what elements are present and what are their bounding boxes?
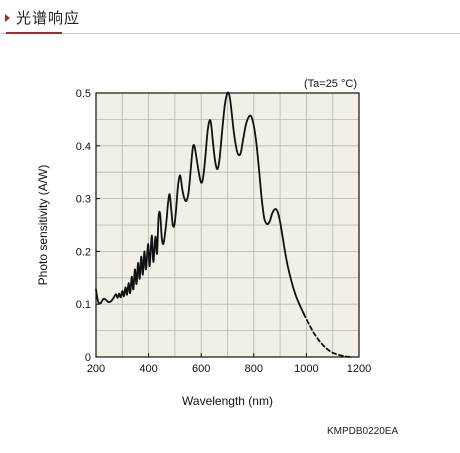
- header-accent-bar: [6, 32, 62, 34]
- y-tick-label: 0.5: [76, 88, 91, 100]
- condition-annotation: (Ta=25 °C): [304, 78, 357, 90]
- x-tick-label: 800: [245, 363, 263, 375]
- x-tick-label: 1200: [347, 363, 371, 375]
- figure-code: KMPDB0220EA: [327, 426, 399, 437]
- section-header: 光谱响应: [0, 0, 460, 36]
- y-tick-label: 0.1: [76, 299, 91, 311]
- data-series: [95, 91, 353, 358]
- tick-labels: 200 400 600 800 1000 1200 0 0.1 0.2 0.3 0.4 0.5: [76, 88, 372, 375]
- y-tick-label: 0.3: [76, 194, 91, 206]
- section-title: 光谱响应: [16, 9, 81, 27]
- sensitivity-curve-extrapolated: [302, 312, 353, 358]
- x-tick-label: 600: [192, 363, 210, 375]
- triangle-right-icon: [5, 14, 10, 22]
- plot-frame: [95, 92, 360, 358]
- y-tick-label: 0.2: [76, 246, 91, 258]
- y-axis-label: Photo sensitivity (A/W): [36, 165, 50, 286]
- sensitivity-curve: [95, 91, 305, 315]
- x-axis-label: Wavelength (nm): [182, 394, 273, 408]
- header-divider: [0, 33, 460, 34]
- x-tick-label: 1000: [294, 363, 318, 375]
- grid-lines: [96, 93, 359, 357]
- x-tick-label: 200: [87, 363, 105, 375]
- y-tick-label: 0.4: [76, 141, 91, 153]
- y-tick-label: 0: [85, 352, 91, 364]
- x-tick-label: 400: [139, 363, 157, 375]
